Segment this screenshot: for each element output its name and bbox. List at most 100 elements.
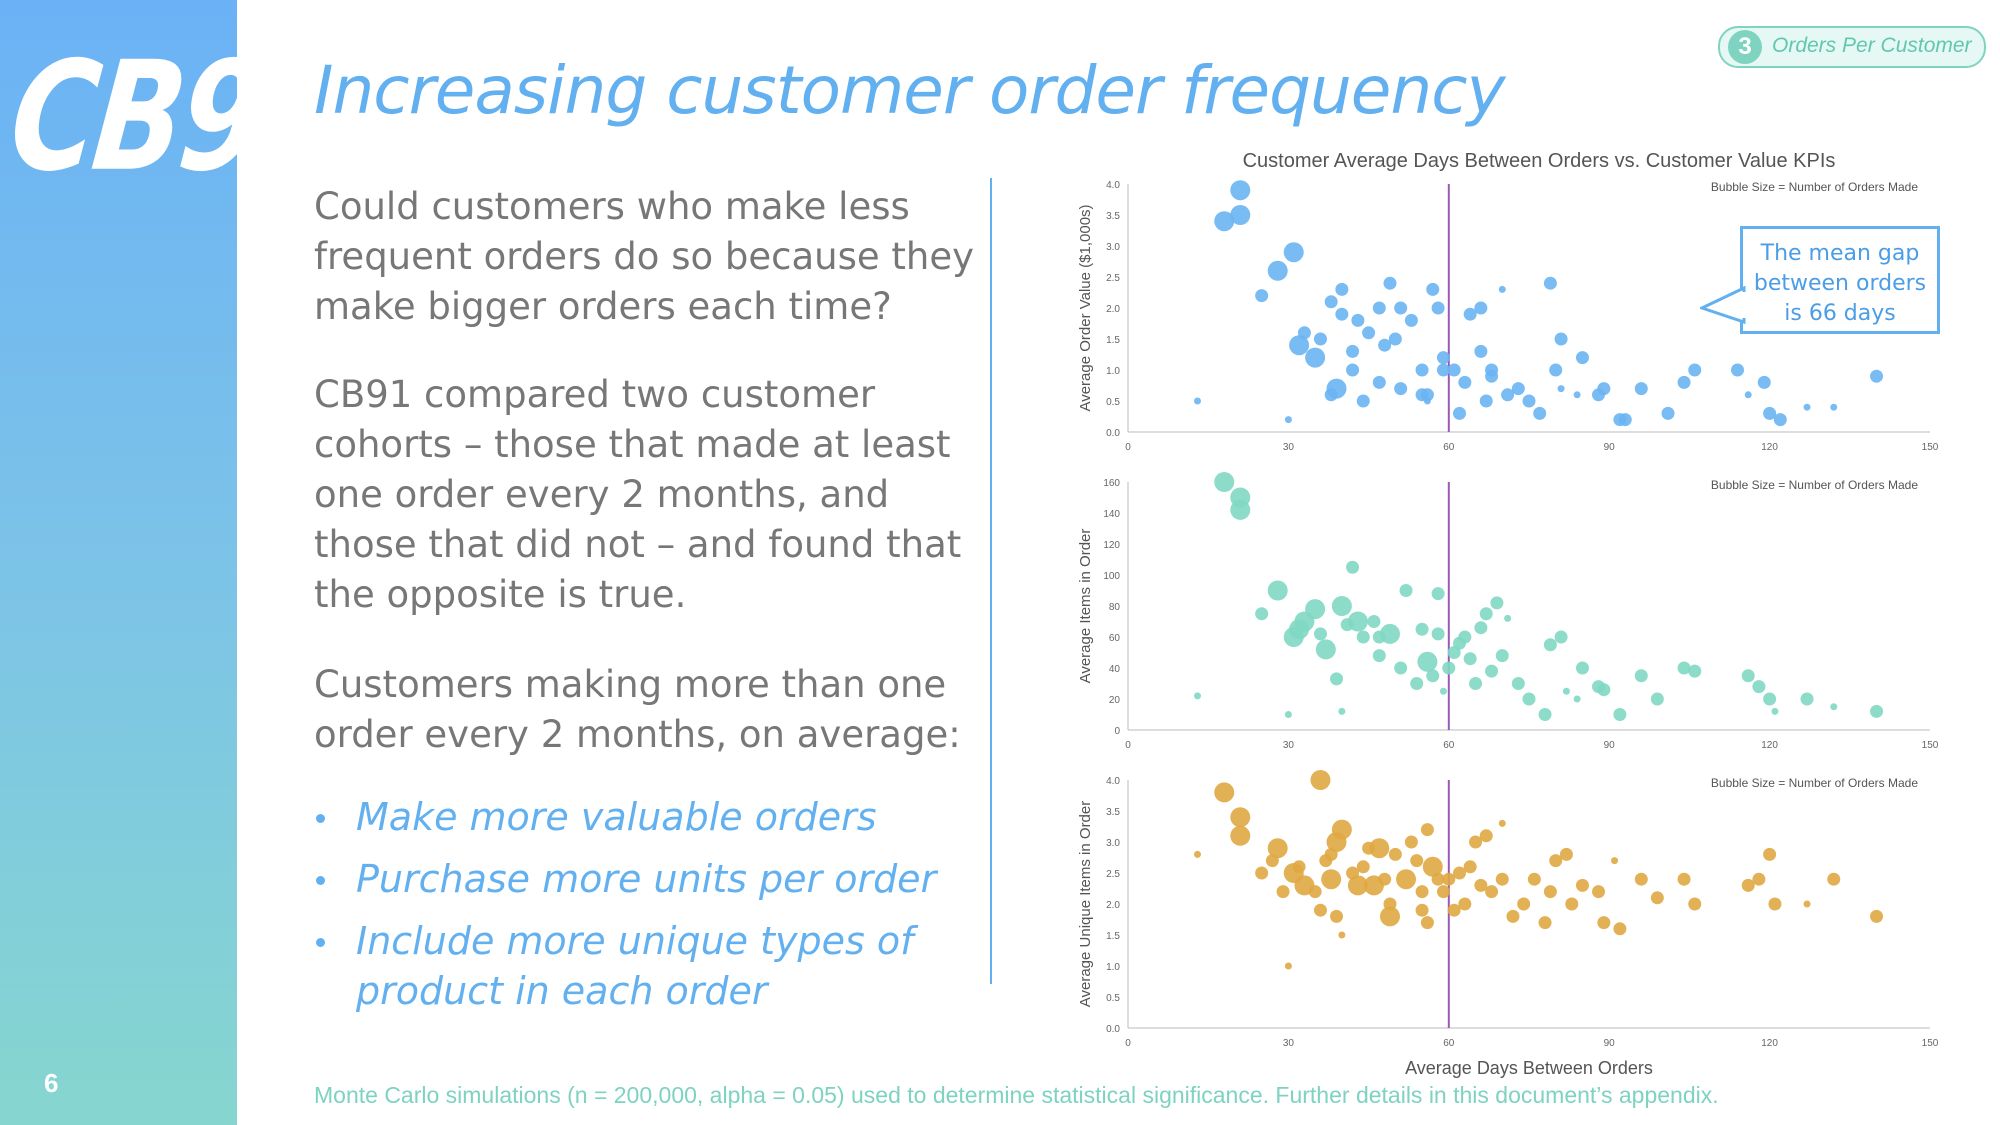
data-point (1506, 909, 1520, 923)
data-point (1330, 672, 1344, 686)
bullet-dot-icon (316, 938, 325, 947)
bubble-size-note: Bubble Size = Number of Orders Made (1711, 180, 1918, 194)
data-point (1346, 344, 1360, 358)
data-point (1575, 351, 1589, 365)
data-point (1426, 669, 1440, 683)
data-point (1554, 332, 1568, 346)
y-tick-label: 1.0 (1106, 962, 1120, 973)
data-point (1431, 872, 1445, 886)
y-tick-label: 2.5 (1106, 273, 1120, 284)
data-point (1394, 382, 1408, 396)
x-tick-label: 60 (1443, 740, 1455, 751)
data-point (1230, 499, 1251, 520)
data-point (1284, 416, 1292, 424)
data-point (1379, 623, 1400, 644)
data-point (1410, 677, 1424, 690)
data-point (1313, 332, 1327, 346)
data-point (1338, 931, 1346, 939)
data-point (1404, 313, 1418, 327)
y-tick-label: 0.5 (1106, 397, 1120, 408)
y-tick-label: 2.0 (1106, 900, 1120, 911)
data-point (1688, 664, 1702, 678)
data-point (1827, 872, 1841, 886)
x-tick-label: 0 (1125, 1038, 1131, 1049)
paragraph-finding: CB91 compared two customer cohorts – tho… (314, 373, 962, 616)
data-point (1458, 375, 1472, 389)
data-point (1347, 611, 1368, 632)
charts-panel: Customer Average Days Between Orders vs.… (1077, 150, 1939, 1078)
data-point (1214, 782, 1235, 803)
y-axis-label: Average Items in Order (1077, 529, 1094, 684)
data-point (1463, 860, 1477, 874)
data-point (1549, 363, 1563, 377)
data-point (1388, 847, 1402, 861)
data-point (1458, 897, 1472, 911)
x-tick-label: 90 (1604, 740, 1616, 751)
data-point (1194, 397, 1202, 405)
data-point (1372, 375, 1386, 389)
data-point (1538, 916, 1552, 930)
data-point (1469, 835, 1483, 849)
bullet-text: Include more unique types of product in … (356, 919, 914, 1013)
y-tick-label: 0.0 (1106, 1024, 1120, 1035)
data-point (1356, 394, 1370, 408)
bullet-item: Include more unique types of product in … (314, 916, 994, 1016)
sidebar: CB91 6 (0, 0, 347, 1125)
data-point (1267, 838, 1288, 859)
data-point (1634, 669, 1648, 683)
x-tick-label: 0 (1125, 442, 1131, 453)
data-point (1367, 615, 1381, 628)
data-point (1650, 692, 1664, 706)
data-point (1458, 630, 1472, 644)
data-point (1315, 639, 1336, 660)
column-divider (990, 178, 992, 984)
y-tick-label: 3.5 (1106, 807, 1120, 818)
data-point (1420, 388, 1434, 402)
logo: CB91 (2, 28, 347, 205)
data-point (1267, 580, 1288, 601)
data-point (1830, 403, 1838, 411)
data-point (1378, 872, 1392, 886)
data-point (1330, 909, 1344, 923)
data-point (1870, 704, 1884, 718)
y-tick-label: 2.0 (1106, 304, 1120, 315)
data-point (1538, 708, 1552, 721)
data-point (1522, 394, 1536, 408)
data-point (1255, 289, 1269, 303)
bullet-dot-icon (316, 814, 325, 823)
data-point (1677, 661, 1691, 675)
data-point (1573, 391, 1581, 399)
y-tick-label: 0 (1114, 726, 1120, 737)
data-point (1194, 692, 1202, 700)
bullet-text: Make more valuable orders (356, 795, 877, 839)
data-point (1613, 922, 1627, 936)
data-point (1436, 351, 1450, 365)
y-tick-label: 4.0 (1106, 180, 1120, 191)
y-tick-label: 3.5 (1106, 211, 1120, 222)
data-point (1688, 363, 1702, 377)
data-point (1469, 677, 1483, 690)
data-point (1474, 301, 1488, 315)
data-point (1634, 382, 1648, 396)
data-point (1511, 677, 1525, 690)
data-point (1490, 596, 1504, 610)
data-point (1442, 661, 1456, 675)
data-point (1396, 869, 1417, 890)
footnote: Monte Carlo simulations (n = 200,000, al… (314, 1082, 1719, 1108)
data-point (1573, 695, 1581, 703)
data-point (1498, 819, 1506, 827)
data-point (1763, 847, 1777, 861)
y-tick-label: 160 (1103, 478, 1120, 489)
data-point (1356, 630, 1370, 644)
data-point (1415, 903, 1429, 917)
data-point (1452, 866, 1466, 880)
y-tick-label: 1.5 (1106, 335, 1120, 346)
data-point (1394, 301, 1408, 315)
data-point (1575, 878, 1589, 892)
data-point (1415, 622, 1429, 636)
section-badge-label: Orders Per Customer (1772, 34, 1972, 57)
y-tick-label: 0.5 (1106, 993, 1120, 1004)
data-point (1557, 385, 1565, 393)
data-point (1613, 708, 1627, 721)
y-tick-label: 20 (1109, 695, 1121, 706)
